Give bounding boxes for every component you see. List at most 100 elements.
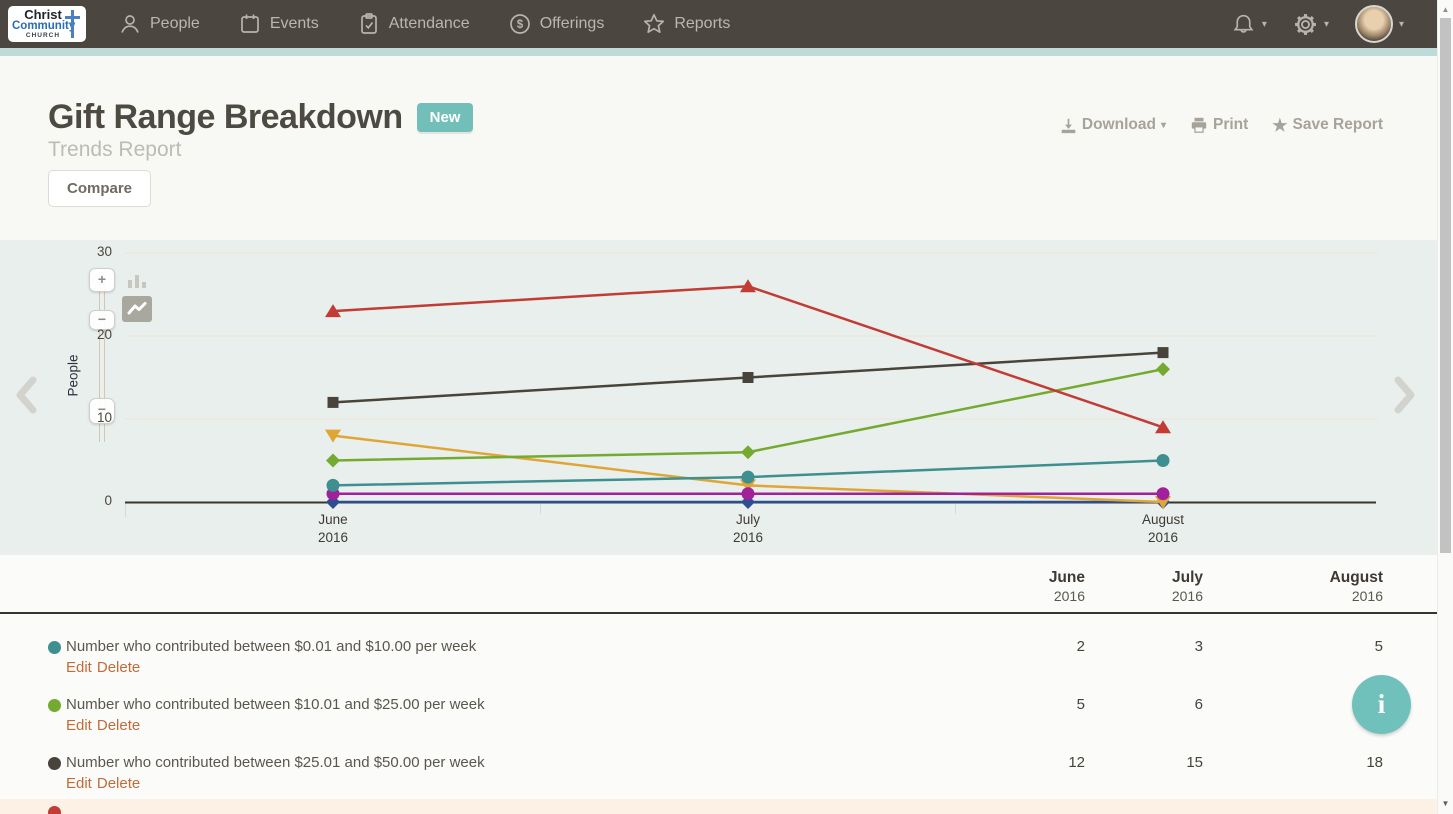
chevron-down-icon: ▾ — [1261, 18, 1267, 30]
nav-item-label: Events — [269, 15, 319, 32]
new-badge: New — [416, 103, 474, 132]
nav-item-label: Reports — [674, 15, 731, 32]
chart-type-toggles — [122, 268, 152, 324]
series-marker[interactable] — [327, 396, 339, 408]
y-axis-tick-label: 20 — [96, 327, 112, 342]
table-header: June 2016 July 2016 August 2016 — [0, 555, 1446, 614]
edit-link[interactable]: Edit — [66, 659, 92, 676]
series-marker[interactable] — [1156, 362, 1170, 377]
top-nav: Christ Community CHURCH People Events — [0, 0, 1438, 48]
series-label: Number who contributed between $0.01 and… — [66, 638, 477, 655]
gear-icon — [1295, 13, 1316, 35]
cross-icon — [65, 10, 80, 38]
series-marker[interactable] — [741, 487, 755, 501]
zoom-in-button[interactable]: + — [89, 268, 115, 292]
church-logo[interactable]: Christ Community CHURCH — [8, 6, 86, 42]
zoom-slider-handle[interactable]: − — [89, 398, 115, 424]
series-marker[interactable] — [1155, 420, 1171, 434]
table-cell: 6 — [1194, 696, 1203, 713]
logo-line3: CHURCH — [25, 31, 61, 39]
nav-item-reports[interactable]: Reports — [642, 12, 730, 36]
series-marker[interactable] — [325, 304, 341, 318]
nav-item-attendance[interactable]: Attendance — [357, 12, 470, 36]
download-button[interactable]: Download ▾ — [1060, 116, 1166, 134]
chevron-down-icon: ▾ — [1160, 119, 1166, 131]
star-filled-icon: ★ — [1272, 115, 1288, 135]
x-axis-label: June 2016 — [317, 512, 349, 546]
print-button[interactable]: Print — [1190, 116, 1248, 134]
report-table: June 2016 July 2016 August 2016 Number w… — [0, 555, 1453, 814]
series-marker[interactable] — [1156, 454, 1170, 467]
series-marker[interactable] — [1155, 496, 1171, 509]
series-color-dot — [48, 641, 61, 654]
chevron-down-icon: ▾ — [1398, 18, 1404, 30]
y-axis-tick-label: 0 — [104, 493, 112, 508]
vertical-scrollbar: ▲ ▼ — [1437, 0, 1453, 814]
star-icon — [644, 13, 665, 34]
series-marker[interactable] — [325, 429, 341, 443]
table-cell: 15 — [1186, 754, 1203, 771]
series-marker[interactable] — [740, 279, 756, 293]
zoom-out-button[interactable]: − — [89, 310, 115, 330]
delete-link[interactable]: Delete — [96, 775, 141, 792]
y-axis-tick-label: 10 — [96, 410, 112, 425]
zoom-slider-track[interactable] — [99, 276, 105, 442]
table-cell: 18 — [1366, 754, 1383, 771]
delete-link[interactable]: Delete — [96, 717, 141, 734]
series-line — [332, 284, 1164, 429]
logo-line1: Christ — [24, 7, 62, 22]
nav-item-offerings[interactable]: $ Offerings — [508, 12, 605, 36]
nav-item-label: Offerings — [539, 15, 605, 32]
series-marker[interactable] — [742, 372, 754, 383]
info-button[interactable]: i — [1352, 675, 1411, 734]
table-cell: 12 — [1068, 754, 1085, 771]
column-header: July 2016 — [1171, 569, 1203, 604]
clipboard-check-icon — [360, 13, 377, 34]
table-row: Number who contributed between $25.01 an… — [0, 738, 1438, 796]
series-marker[interactable] — [1157, 347, 1169, 359]
series-marker[interactable] — [326, 478, 340, 492]
table-cell: 5 — [1076, 696, 1085, 713]
chart-canvas — [125, 252, 1378, 517]
series-label: Number who contributed between $10.01 an… — [66, 696, 485, 713]
line-chart-icon — [127, 302, 147, 315]
line-chart-toggle[interactable] — [122, 296, 152, 322]
printer-icon — [1191, 117, 1207, 133]
notifications-menu[interactable]: ▾ — [1231, 12, 1267, 37]
column-header: June 2016 — [1048, 569, 1085, 604]
series-marker[interactable] — [740, 479, 756, 493]
series-marker[interactable] — [741, 445, 755, 460]
chart-prev-button[interactable] — [12, 375, 40, 420]
series-marker[interactable] — [326, 453, 340, 468]
table-cell: 5 — [1374, 638, 1383, 655]
scroll-up-arrow[interactable]: ▲ — [1441, 5, 1450, 14]
scroll-down-arrow[interactable]: ▼ — [1441, 799, 1450, 808]
settings-menu[interactable]: ▾ — [1293, 12, 1329, 37]
report-subtitle: Trends Report — [48, 138, 182, 161]
bar-chart-toggle[interactable] — [122, 268, 152, 294]
y-axis-tick-label: 30 — [96, 244, 112, 259]
chart-zoom-slider: + − − — [88, 264, 116, 454]
nav-item-events[interactable]: Events — [238, 12, 319, 36]
delete-link[interactable]: Delete — [96, 659, 141, 676]
chart-next-button[interactable] — [1391, 375, 1419, 420]
x-axis-label: July 2016 — [732, 512, 764, 546]
page-title: Gift Range Breakdown — [48, 98, 403, 136]
avatar — [1354, 5, 1393, 43]
series-marker[interactable] — [1156, 487, 1170, 501]
edit-link[interactable]: Edit — [66, 775, 92, 792]
nav-item-people[interactable]: People — [118, 12, 200, 36]
compare-button[interactable]: Compare — [48, 170, 152, 207]
trend-chart: People + − − — [0, 240, 1453, 555]
series-marker[interactable] — [741, 470, 755, 484]
edit-link[interactable]: Edit — [66, 717, 92, 734]
series-color-dot — [48, 757, 61, 770]
user-account-menu[interactable]: ▾ — [1354, 5, 1404, 43]
table-row: Number who contributed between $10.01 an… — [0, 680, 1438, 738]
svg-text:$: $ — [517, 19, 524, 31]
table-cell: 3 — [1194, 638, 1203, 655]
scrollbar-thumb[interactable] — [1440, 18, 1451, 553]
save-report-button[interactable]: ★ Save Report — [1272, 115, 1383, 135]
bell-icon — [1233, 14, 1254, 33]
main-menu: People Events Attendance $ Offerings — [118, 0, 730, 48]
